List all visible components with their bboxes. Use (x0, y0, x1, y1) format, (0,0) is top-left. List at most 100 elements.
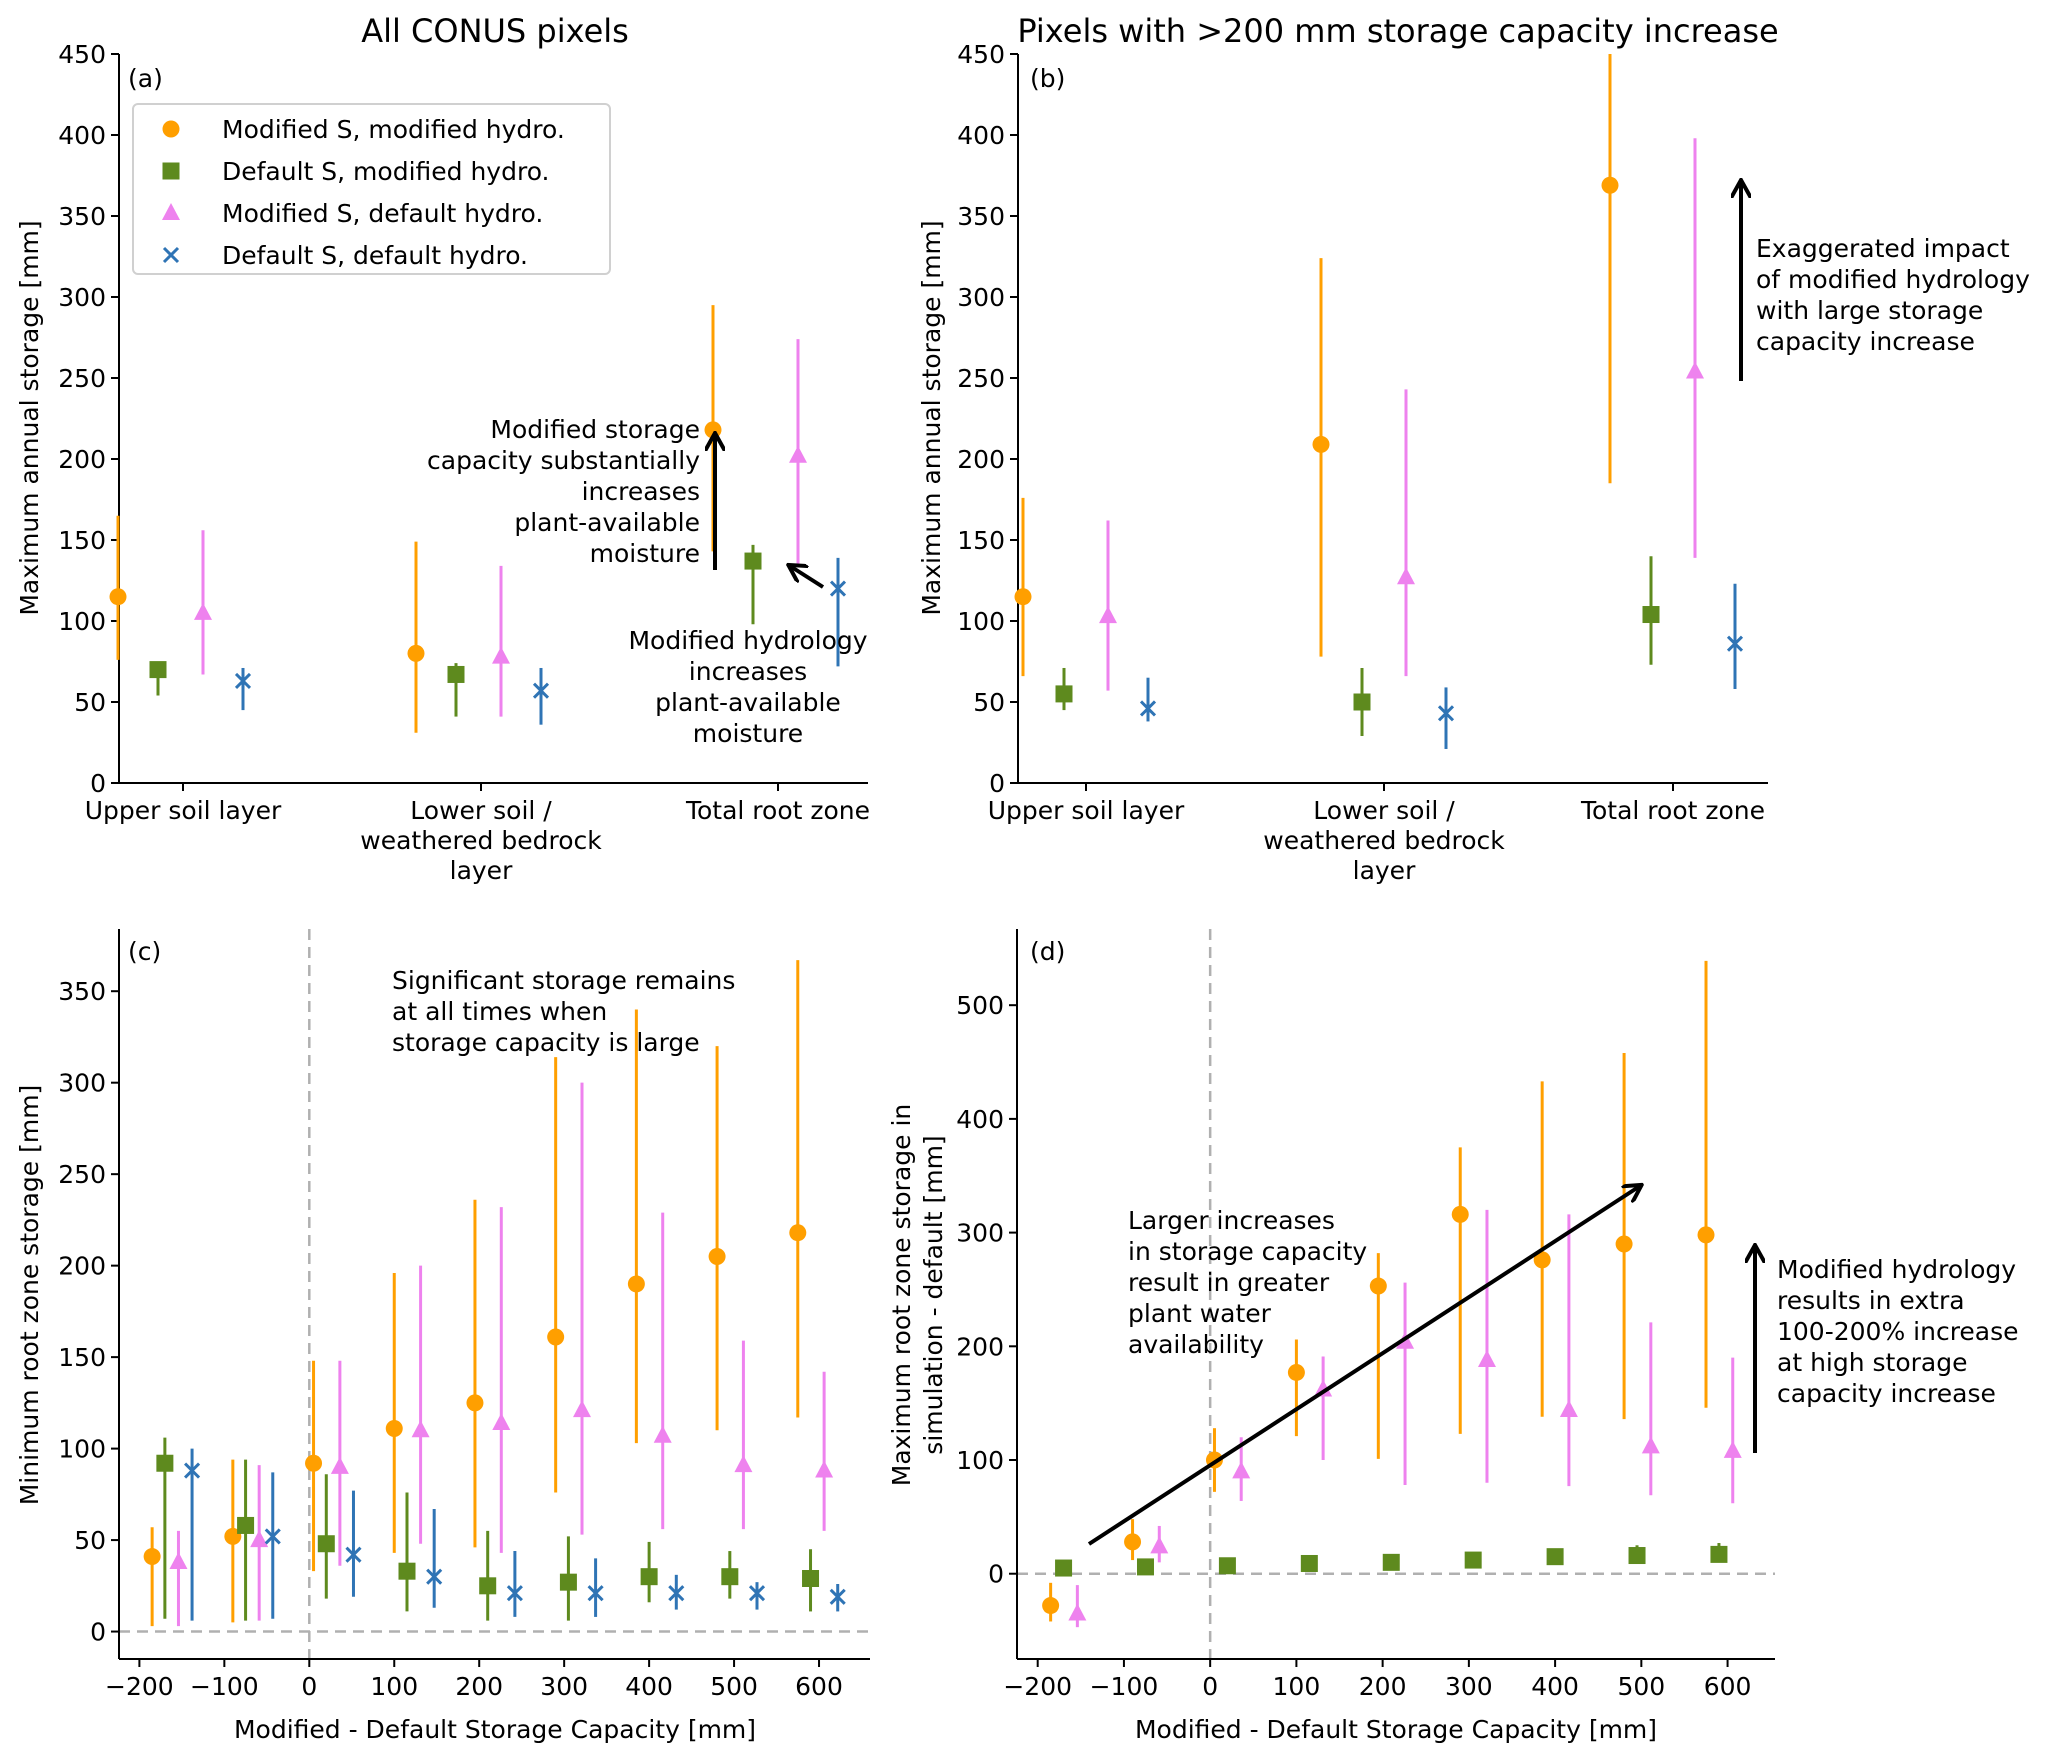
y-tick-label: 450 (957, 40, 1005, 69)
panel-c-xlabel: Modified - Default Storage Capacity [mm] (234, 1715, 756, 1744)
x-tick-label: 0 (301, 1672, 317, 1701)
annotation-modified-hydrology-line: Modified hydrology (628, 626, 867, 655)
annotation-extra-increase-line: Modified hydrology (1777, 1255, 2016, 1284)
annotation-larger-increases-line: availability (1128, 1330, 1264, 1359)
series-mod_s_def_h (1099, 138, 1704, 691)
data-point (547, 1328, 565, 1346)
x-tick-label: 400 (625, 1672, 673, 1701)
data-point (156, 1454, 174, 1472)
legend: Modified S, modified hydro. Default S, mo… (132, 103, 611, 275)
data-point (492, 646, 510, 664)
panel-d: 0 100 200 300 400 500 −200 −100 0 100 200 300 400 500… (887, 929, 1775, 1744)
data-point (668, 1585, 685, 1602)
data-point (1615, 1235, 1633, 1253)
y-tick-label: 200 (58, 1252, 106, 1281)
data-point (748, 1585, 766, 1602)
data-point (1300, 1554, 1318, 1572)
x-tick-label: 100 (1273, 1672, 1321, 1701)
panel-a-title: All CONUS pixels (361, 12, 629, 50)
data-point (1546, 1548, 1564, 1566)
data-point (1533, 1251, 1551, 1269)
panel-d-xlabel: Modified - Default Storage Capacity [mm] (1135, 1715, 1657, 1744)
series-def_s_mod_h (1055, 1543, 1728, 1577)
annotation-extra-increase-line: results in extra (1777, 1286, 1965, 1315)
series-mod_s_def_h (194, 339, 807, 717)
legend-box (132, 103, 611, 275)
panel-b: Pixels with >200 mm storage capacity inc… (917, 12, 1779, 885)
panel-d-ylabel: Maximum root zone storage in simulation -… (887, 1104, 948, 1487)
data-point (1686, 361, 1704, 379)
data-point (1124, 1533, 1142, 1551)
data-point (829, 1588, 846, 1605)
y-tick-label: 0 (989, 769, 1005, 798)
y-tick-label: 100 (58, 1435, 106, 1464)
panel-b-ylabel: Maximum annual storage [mm] (917, 220, 946, 615)
data-point (1601, 176, 1619, 194)
legend-marker-circle-icon (162, 120, 180, 138)
y-tick-label: 100 (956, 1446, 1004, 1475)
data-point (1642, 606, 1660, 624)
y-tick-label: 300 (58, 283, 106, 312)
data-point (1451, 1205, 1469, 1223)
x-tick-label: Upper soil layer (988, 796, 1185, 825)
data-point (1369, 1277, 1387, 1295)
x-tick-label: −200 (1003, 1672, 1072, 1701)
annotations: Modified storage capacity substantially in… (392, 182, 2030, 1546)
series-mod_s_def_h (169, 1082, 834, 1627)
x-tick-label: 500 (1617, 1672, 1665, 1701)
annotation-modified-storage: Modified storage capacity substantially in… (427, 415, 700, 568)
annotation-larger-increases-line: in storage capacity (1128, 1237, 1367, 1266)
annotation-modified-hydrology-line: moisture (693, 719, 803, 748)
annotation-significant-storage-line: at all times when (392, 997, 607, 1026)
arrow-hydrology-icon (790, 566, 825, 589)
annotation-modified-storage-line: plant-available (514, 508, 700, 537)
annotation-modified-hydrology: Modified hydrology increases plant-availab… (628, 626, 867, 748)
data-point (789, 445, 807, 463)
data-point (1437, 705, 1455, 722)
data-point (627, 1275, 645, 1293)
panel-d-tag: (d) (1030, 937, 1065, 966)
y-tick-label: 150 (58, 1343, 106, 1372)
x-tick-label: Upper soil layer (85, 796, 282, 825)
y-tick-label: 50 (74, 688, 106, 717)
y-tick-label: 100 (957, 607, 1005, 636)
data-point (789, 1224, 807, 1242)
legend-marker-triangle-icon (162, 203, 180, 220)
y-tick-label: 150 (957, 526, 1005, 555)
x-tick-label: 600 (795, 1672, 843, 1701)
y-tick-label: 0 (90, 769, 106, 798)
data-point (1723, 1440, 1742, 1458)
x-tick-label: −100 (1090, 1672, 1159, 1701)
annotation-extra-increase-line: 100-200% increase (1777, 1317, 2019, 1346)
x-tick-label: 400 (1531, 1672, 1579, 1701)
x-tick-label: −200 (105, 1672, 174, 1701)
data-point (559, 1573, 577, 1591)
y-tick-label: 350 (957, 202, 1005, 231)
arrow-trend-icon (1087, 1186, 1640, 1546)
data-point (587, 1585, 604, 1602)
annotation-exaggerated-impact: Exaggerated impact of modified hydrology w… (1756, 234, 2030, 356)
data-point (802, 1569, 820, 1587)
y-tick-label: 450 (58, 40, 106, 69)
data-point (1099, 606, 1117, 624)
y-tick-label: 50 (74, 1526, 106, 1555)
x-tick-label: 100 (370, 1672, 418, 1701)
x-tick-label: −100 (190, 1672, 259, 1701)
panel-d-ylabel-line: Maximum root zone storage in (887, 1104, 916, 1487)
data-point (1641, 1436, 1660, 1454)
x-tick-label: Total root zone (685, 796, 870, 825)
y-tick-label: 50 (973, 688, 1005, 717)
legend-marker-x-icon (162, 246, 180, 264)
y-tick-label: 250 (957, 364, 1005, 393)
data-point (734, 1455, 753, 1473)
panel-c-tag: (c) (128, 937, 161, 966)
data-point (143, 1548, 161, 1566)
data-point (1042, 1597, 1060, 1615)
data-point (573, 1400, 592, 1418)
x-tick-label: 500 (710, 1672, 758, 1701)
data-point (1068, 1603, 1087, 1621)
annotation-larger-increases-line: result in greater (1128, 1268, 1330, 1297)
panel-c-plot: 0 50 100 150 200 250 300 350 −200 −100 0 100 200 300 4… (58, 929, 870, 1701)
panel-a: All CONUS pixels 0 50 100 150 200 250 300 350 40… (15, 12, 870, 885)
data-point (264, 1528, 281, 1545)
